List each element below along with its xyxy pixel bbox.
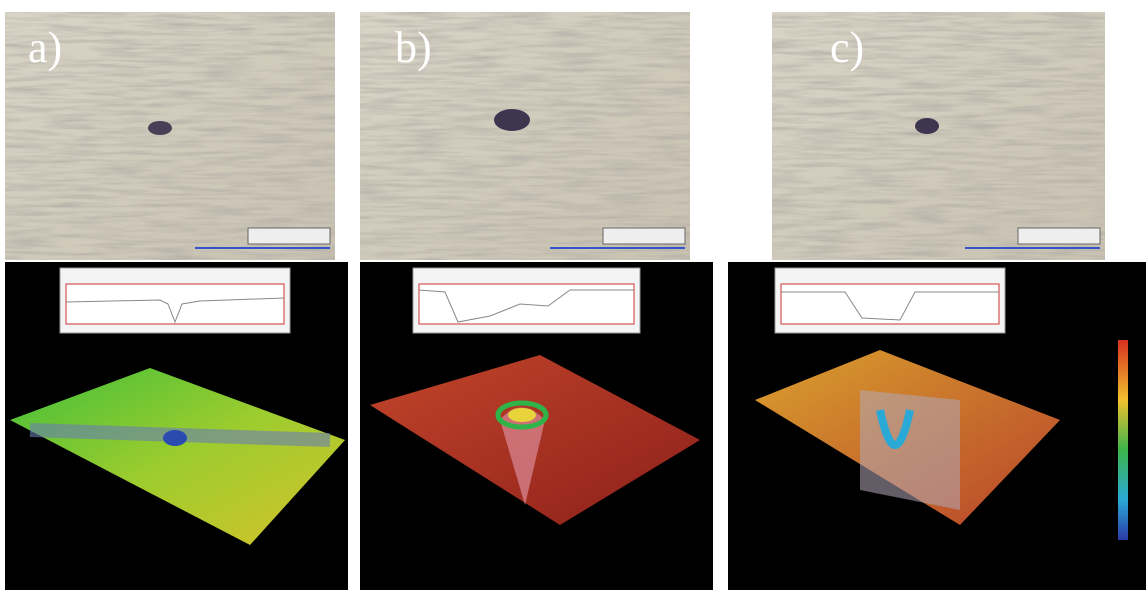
surface-panel-a bbox=[5, 262, 348, 590]
micrograph-c bbox=[772, 12, 1105, 260]
panel-label: a) bbox=[28, 23, 62, 72]
surface-panel-c bbox=[728, 262, 1146, 590]
panel-label: c) bbox=[830, 23, 864, 72]
surface-panel-b bbox=[360, 262, 713, 590]
page: {"panels": [{"label": "a)"}, {"label": "… bbox=[0, 0, 1146, 590]
panel-label: b) bbox=[395, 23, 432, 72]
figure: a) b) c) bbox=[0, 0, 1146, 590]
